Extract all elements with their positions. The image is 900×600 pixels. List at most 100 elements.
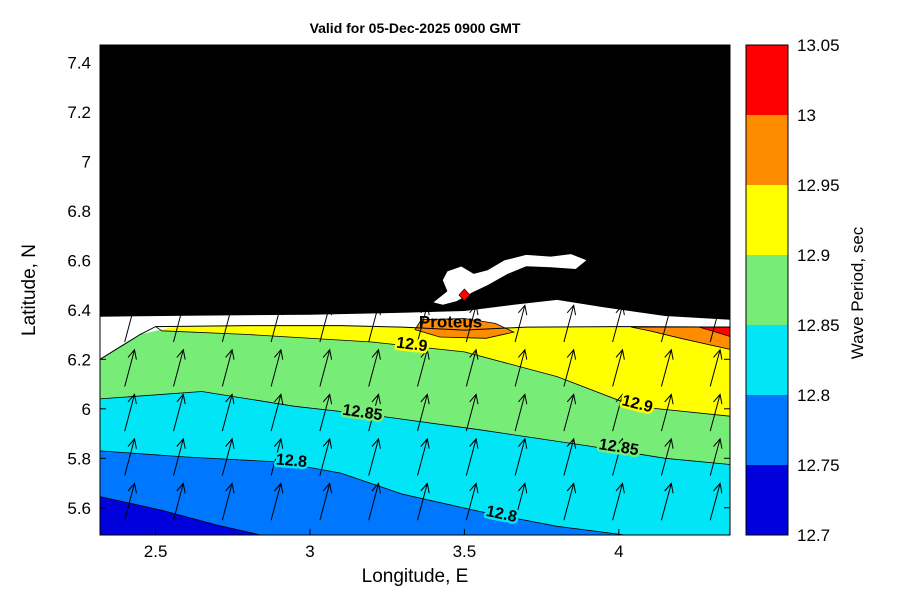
wave-arrow: [173, 348, 186, 387]
wave-arrow: [465, 437, 479, 476]
x-tick-label: 3.5: [453, 542, 477, 561]
wave-arrow: [563, 482, 577, 521]
wave-arrow: [563, 304, 577, 343]
wave-arrow: [709, 304, 723, 343]
x-tick-label: 4: [614, 542, 623, 561]
wave-arrow: [173, 437, 186, 476]
wave-arrow: [514, 393, 528, 432]
wave-arrow: [319, 304, 333, 343]
colorbar-band-13-13.05: [746, 45, 788, 115]
wave-arrow: [514, 482, 528, 521]
wave-arrow: [221, 348, 235, 387]
wave-arrow: [417, 304, 430, 343]
wave-arrow: [173, 304, 186, 343]
wave-arrow: [368, 482, 381, 521]
wave-arrow: [417, 393, 430, 432]
axis-ticks-and-labels: 2.5 3 3.5 4 5.6 5.8 6 6.2 6.4 6.6 6.8 7 7.2 7.4: [67, 45, 730, 561]
wave-arrow: [514, 437, 528, 476]
colorbar-tick-label: 12.75: [797, 456, 840, 475]
colorbar-tick-label: 13: [797, 106, 816, 125]
y-tick-label: 6.4: [67, 301, 91, 320]
y-tick-label: 6: [82, 400, 91, 419]
wave-arrow: [465, 348, 479, 387]
wave-arrow: [270, 393, 284, 432]
y-tick-label: 7: [82, 152, 91, 171]
wave-arrow: [514, 348, 528, 387]
station-label: Proteus: [419, 313, 482, 332]
wave-arrow: [221, 482, 235, 521]
wave-arrow: [612, 393, 625, 432]
wave-arrow: [124, 482, 137, 521]
coastline: [99, 325, 731, 360]
colorbar-band-12.75-12.8: [746, 395, 788, 465]
colorbar-tick-label: 12.7: [797, 526, 830, 545]
wave-arrow: [368, 437, 381, 476]
colorbar-tick-label: 12.8: [797, 386, 830, 405]
colorbar-band-12.9-12.95: [746, 185, 788, 255]
wave-arrow: [660, 348, 674, 387]
wave-arrow: [319, 437, 333, 476]
plot-border: [99, 44, 731, 536]
wave-arrow: [612, 304, 625, 343]
region-band-12.75-12.80: [100, 450, 625, 535]
y-tick-label: 7.4: [67, 53, 91, 72]
wave-arrow: [221, 304, 235, 343]
colorbar-tick-label: 13.05: [797, 36, 840, 55]
wave-arrow: [465, 482, 479, 521]
wave-arrow: [709, 348, 723, 387]
colorbar-tick-label: 12.95: [797, 176, 840, 195]
wave-arrow: [173, 482, 186, 521]
wave-arrow: [417, 437, 430, 476]
region-band-12.70-12.75: [100, 496, 261, 535]
wave-arrow: [465, 304, 479, 343]
colorbar-border: [745, 44, 789, 536]
wave-arrow: [709, 437, 723, 476]
lagoon: [433, 254, 587, 305]
colorbar-band-12.8-12.85: [746, 325, 788, 395]
wave-direction-arrows: [124, 304, 723, 521]
wave-arrow: [368, 393, 381, 432]
wave-arrow: [270, 482, 284, 521]
wave-arrow: [270, 437, 284, 476]
y-tick-label: 7.2: [67, 103, 91, 122]
wave-arrow: [319, 348, 333, 387]
wave-arrow: [612, 437, 625, 476]
colorbar-band-12.85-12.9: [746, 255, 788, 325]
colorbar-band-12.95-13: [746, 115, 788, 185]
wave-arrow: [417, 482, 430, 521]
colorbar-tick-label: 12.85: [797, 316, 840, 335]
colorbar-band-12.7-12.75: [746, 465, 788, 535]
wave-arrow: [270, 304, 284, 343]
x-tick-label: 2.5: [144, 542, 168, 561]
y-tick-label: 5.6: [67, 499, 91, 518]
contour-label-12.8: 12.8: [275, 451, 308, 471]
wave-arrow: [124, 348, 137, 387]
wave-arrow: [660, 304, 674, 343]
wave-arrow: [124, 304, 137, 343]
y-tick-label: 6.2: [67, 350, 91, 369]
wave-arrow: [709, 482, 723, 521]
wave-arrow: [660, 437, 674, 476]
wave-arrow: [124, 393, 137, 432]
contour-line-12.85: [99, 391, 731, 465]
wave-arrow: [221, 437, 235, 476]
y-tick-label: 6.8: [67, 202, 91, 221]
station-marker: [458, 288, 471, 302]
region-no-data-west: [100, 316, 181, 360]
contour-line-12.75: [99, 496, 261, 536]
wave-arrow: [660, 393, 674, 432]
wave-arrow: [368, 348, 381, 387]
wave-arrow: [319, 482, 333, 521]
x-tick-label: 3: [305, 542, 314, 561]
y-tick-label: 6.6: [67, 251, 91, 270]
wave-arrow: [660, 482, 674, 521]
contour-line-12.8: [99, 450, 626, 536]
land-mass: [100, 45, 730, 320]
wave-arrow: [514, 304, 528, 343]
region-patch-12.95-13.00-proteus: [414, 318, 516, 339]
wave-arrow: [221, 393, 235, 432]
wave-arrow: [319, 393, 333, 432]
y-tick-label: 5.8: [67, 449, 91, 468]
